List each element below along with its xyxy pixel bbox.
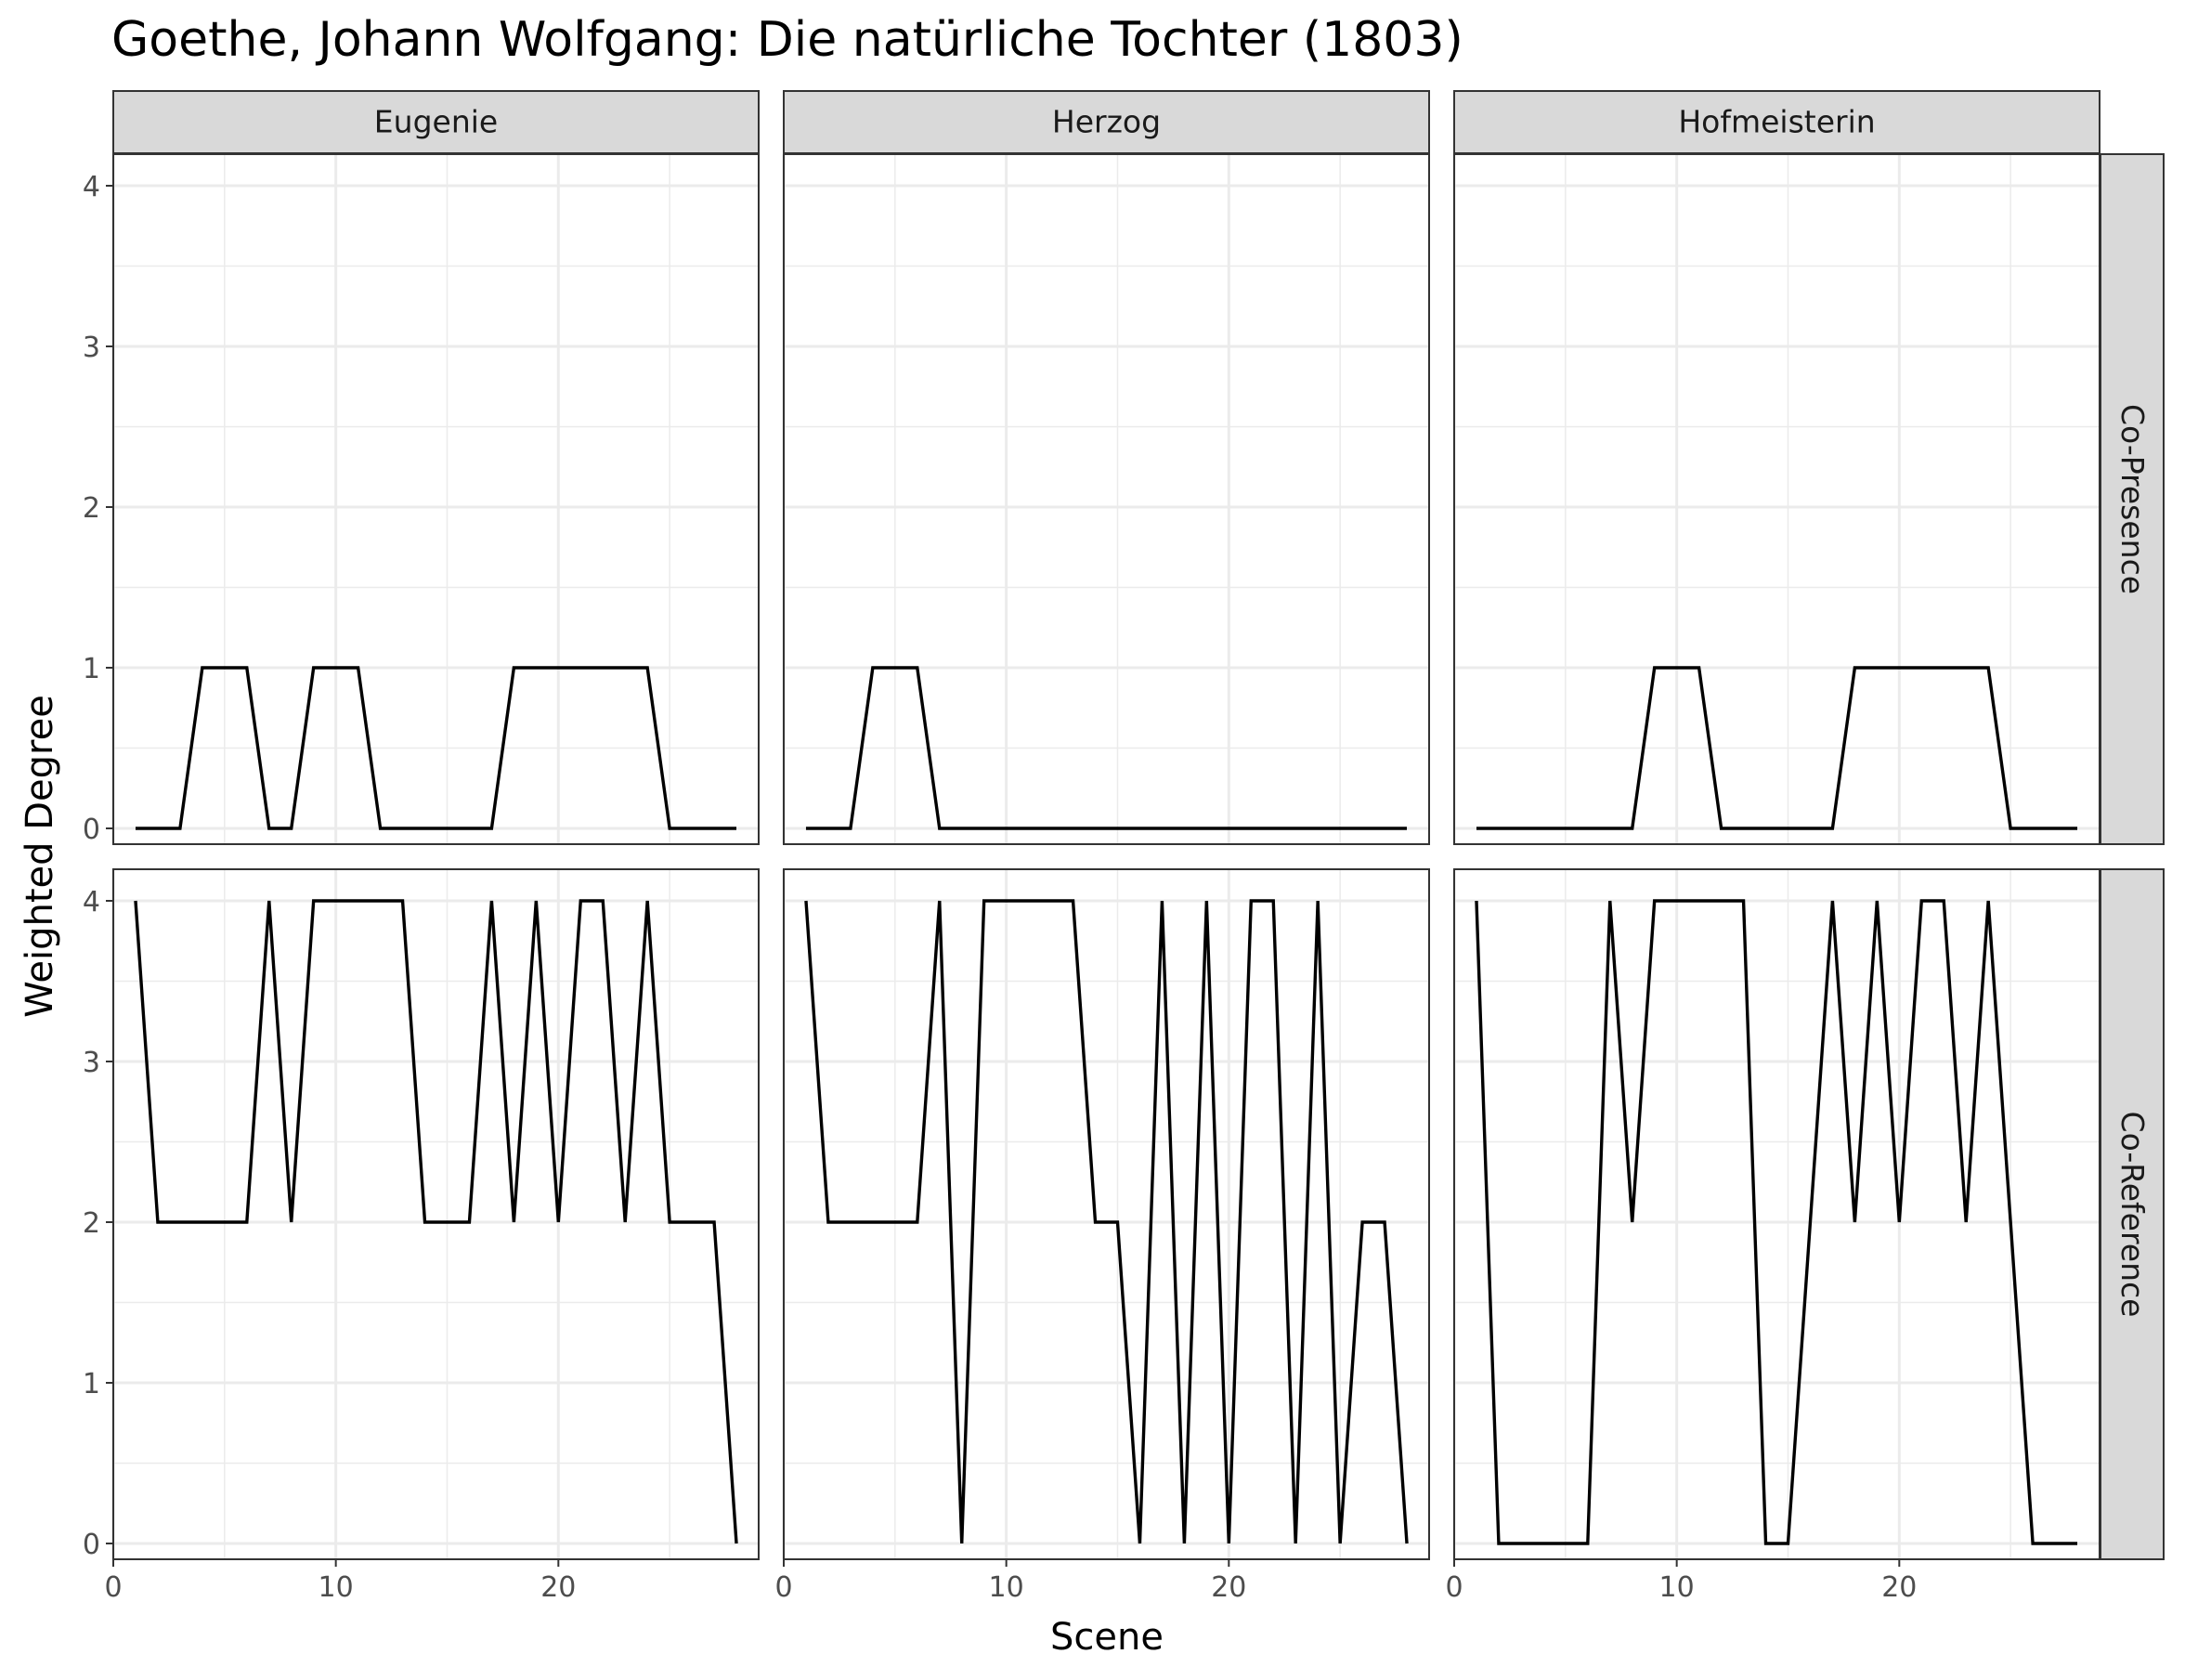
panel-herzog-co-presence <box>782 153 1430 845</box>
x-tick-label: 10 <box>319 1571 354 1604</box>
y-tick-label: 0 <box>83 1529 100 1561</box>
column-strip-label: Hofmeisterin <box>1678 104 1875 140</box>
x-tick-label: 10 <box>1659 1571 1695 1604</box>
y-tick-label: 1 <box>83 653 100 685</box>
y-tick-label: 3 <box>83 332 100 364</box>
series-line <box>135 666 737 830</box>
series-line <box>134 899 738 1544</box>
panel-background <box>784 154 1429 844</box>
row-strip-background <box>2100 153 2165 845</box>
y-tick-label: 2 <box>83 1207 100 1240</box>
y-tick-label: 4 <box>83 886 100 918</box>
facet-grid: Eugenie Herzog Hofmeisterin Co-Presence Co-R… <box>83 90 2165 1604</box>
series-line <box>1475 899 2078 1545</box>
panel-background <box>1454 154 2100 844</box>
y-tick-label: 1 <box>83 1368 100 1400</box>
x-tick-label: 0 <box>104 1571 122 1604</box>
column-strip-label: Herzog <box>1052 104 1161 140</box>
x-tick-label: 20 <box>1881 1571 1917 1604</box>
panel-hofmeisterin-co-presence <box>1452 153 2100 845</box>
panel-herzog-co-reference: 0 10 20 <box>774 868 1430 1604</box>
series-line <box>805 666 1408 830</box>
y-tick-label: 4 <box>83 171 100 203</box>
panel-border <box>783 868 1430 1560</box>
x-axis-title: Scene <box>1050 1616 1164 1659</box>
row-strip-label: Co-Presence <box>2114 404 2151 594</box>
column-strip-background <box>112 90 760 154</box>
panel-border <box>783 153 1430 845</box>
panel-background <box>784 869 1429 1559</box>
y-axis-title: Weighted Degree <box>19 695 61 1018</box>
panel-border <box>112 153 760 845</box>
row-strip-co-reference: Co-Reference <box>2100 868 2165 1560</box>
column-strip-background <box>1453 90 2100 154</box>
y-tick-label: 2 <box>83 492 100 525</box>
y-tick-label: 3 <box>83 1047 100 1079</box>
panel-border <box>1453 153 2100 845</box>
x-tick-label: 10 <box>989 1571 1024 1604</box>
column-strip-hofmeisterin: Hofmeisterin <box>1453 90 2100 154</box>
series-line <box>804 899 1409 1544</box>
panel-background <box>113 154 759 844</box>
x-tick-label: 0 <box>1445 1571 1463 1604</box>
panel-background <box>1454 869 2100 1559</box>
panel-background <box>113 869 759 1559</box>
row-strip-label: Co-Reference <box>2114 1112 2151 1318</box>
x-tick-label: 20 <box>540 1571 576 1604</box>
column-strip-background <box>783 90 1430 154</box>
x-tick-label: 20 <box>1211 1571 1246 1604</box>
row-strip-background <box>2100 868 2165 1560</box>
panel-hofmeisterin-co-reference: 0 10 20 <box>1445 868 2100 1604</box>
y-tick-label: 0 <box>83 814 100 846</box>
panel-border <box>112 868 760 1560</box>
x-tick-label: 0 <box>774 1571 792 1604</box>
row-strip-co-presence: Co-Presence <box>2100 153 2165 845</box>
panel-border <box>1453 868 2100 1560</box>
chart-title: Goethe, Johann Wolfgang: Die natürliche … <box>111 12 1463 68</box>
panel-eugenie-co-reference: 0 1 2 3 4 0 10 20 <box>83 868 760 1604</box>
column-strip-herzog: Herzog <box>783 90 1430 154</box>
column-strip-label: Eugenie <box>374 104 498 140</box>
panel-eugenie-co-presence: 0 1 2 3 4 <box>83 153 760 846</box>
series-line <box>1476 666 2078 830</box>
column-strip-eugenie: Eugenie <box>112 90 760 154</box>
